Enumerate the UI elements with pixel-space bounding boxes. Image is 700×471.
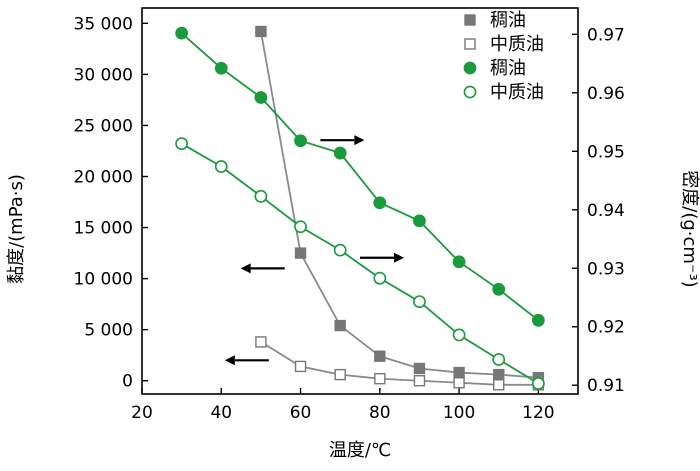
data-point (492, 353, 506, 366)
series-line (181, 142, 539, 385)
series-1 (255, 25, 545, 384)
x-tick-label: 20 (131, 403, 153, 423)
series-line (260, 31, 539, 379)
right-y-tick-label: 0.95 (587, 142, 625, 162)
data-point (294, 247, 307, 259)
axis-indicator-arrow (320, 135, 365, 146)
data-point (254, 189, 268, 203)
legend-marker (463, 61, 477, 75)
left-y-tick-label: 0 (122, 372, 133, 392)
legend-item: 中质油 (464, 34, 544, 55)
left-y-tick-label: 15 000 (74, 219, 133, 239)
legend-item: 中质油 (463, 82, 544, 103)
arrow-head (224, 355, 235, 366)
x-tick-label: 40 (210, 403, 232, 423)
left-y-tick-label: 25 000 (74, 116, 133, 136)
data-point (334, 319, 346, 332)
data-point (294, 220, 307, 234)
data-point (294, 360, 307, 373)
arrow-head (394, 252, 404, 263)
data-point (255, 25, 267, 38)
data-point (294, 134, 307, 148)
left-y-tick-label: 10 000 (74, 270, 133, 290)
data-point (333, 146, 347, 160)
data-point (413, 375, 426, 387)
x-axis-title: 温度/℃ (329, 440, 391, 461)
data-point (413, 295, 426, 308)
data-point (255, 336, 267, 348)
right-y-tick-label: 0.94 (587, 201, 625, 221)
right-y-tick-label: 0.92 (587, 318, 625, 338)
right-y-tick-label: 0.93 (587, 259, 625, 279)
data-point (492, 282, 506, 296)
right-y-axis-title: 密度/(g·cm⁻³) (679, 170, 700, 287)
legend-label: 稠油 (490, 10, 526, 31)
data-point (453, 366, 465, 379)
left-y-tick-label: 35 000 (74, 14, 133, 34)
x-tick-label: 120 (522, 403, 554, 423)
data-point (531, 377, 545, 390)
right-y-tick-label: 0.91 (587, 376, 625, 396)
data-point (333, 243, 347, 257)
data-point (493, 379, 505, 391)
x-tick-label: 80 (369, 403, 391, 423)
right-y-tick-label: 0.96 (587, 84, 625, 104)
data-point (374, 372, 386, 385)
data-point (413, 362, 426, 375)
legend-label: 中质油 (490, 82, 544, 103)
series-line (181, 32, 539, 322)
x-tick-label: 60 (290, 403, 312, 423)
series-4 (175, 137, 545, 390)
x-tick-label: 100 (443, 403, 475, 423)
left-y-tick-label: 30 000 (74, 65, 133, 85)
plot-frame (141, 7, 579, 395)
data-point (531, 313, 545, 327)
legend-marker (464, 38, 476, 50)
axes: 20 40 60 80 100 120 0 5 000 10 000 15 000 20 000 25… (74, 7, 625, 423)
legend-item: 稠油 (464, 10, 526, 31)
data-point (452, 328, 466, 342)
data-point (175, 26, 189, 40)
series-line (260, 341, 539, 386)
legend-item: 稠油 (463, 58, 526, 79)
left-y-tick-label: 5 000 (84, 321, 133, 341)
series-3 (175, 26, 545, 327)
arrow-head (240, 263, 251, 274)
data-point (413, 214, 426, 228)
data-point (214, 160, 228, 173)
data-point (254, 91, 268, 104)
axis-indicator-arrow (360, 252, 404, 263)
right-y-tick-label: 0.97 (587, 25, 625, 45)
legend-label: 稠油 (490, 58, 526, 79)
left-y-tick-label: 20 000 (74, 167, 133, 187)
data-point (214, 61, 228, 75)
data-point (453, 377, 465, 389)
legend-label: 中质油 (490, 34, 544, 55)
data-point (452, 255, 466, 269)
arrow-head (354, 135, 365, 146)
legend-marker (463, 85, 477, 99)
left-y-axis-title: 黏度/(mPa·s) (6, 174, 27, 284)
axis-indicator-arrow (240, 263, 285, 274)
data-point (493, 368, 505, 381)
legend-marker (464, 14, 476, 26)
axis-indicator-arrow (224, 355, 269, 366)
data-point (374, 350, 386, 362)
data-point (175, 137, 189, 151)
data-point (373, 196, 387, 210)
data-point (373, 271, 387, 285)
data-point (334, 368, 346, 381)
plot-area (175, 25, 545, 391)
